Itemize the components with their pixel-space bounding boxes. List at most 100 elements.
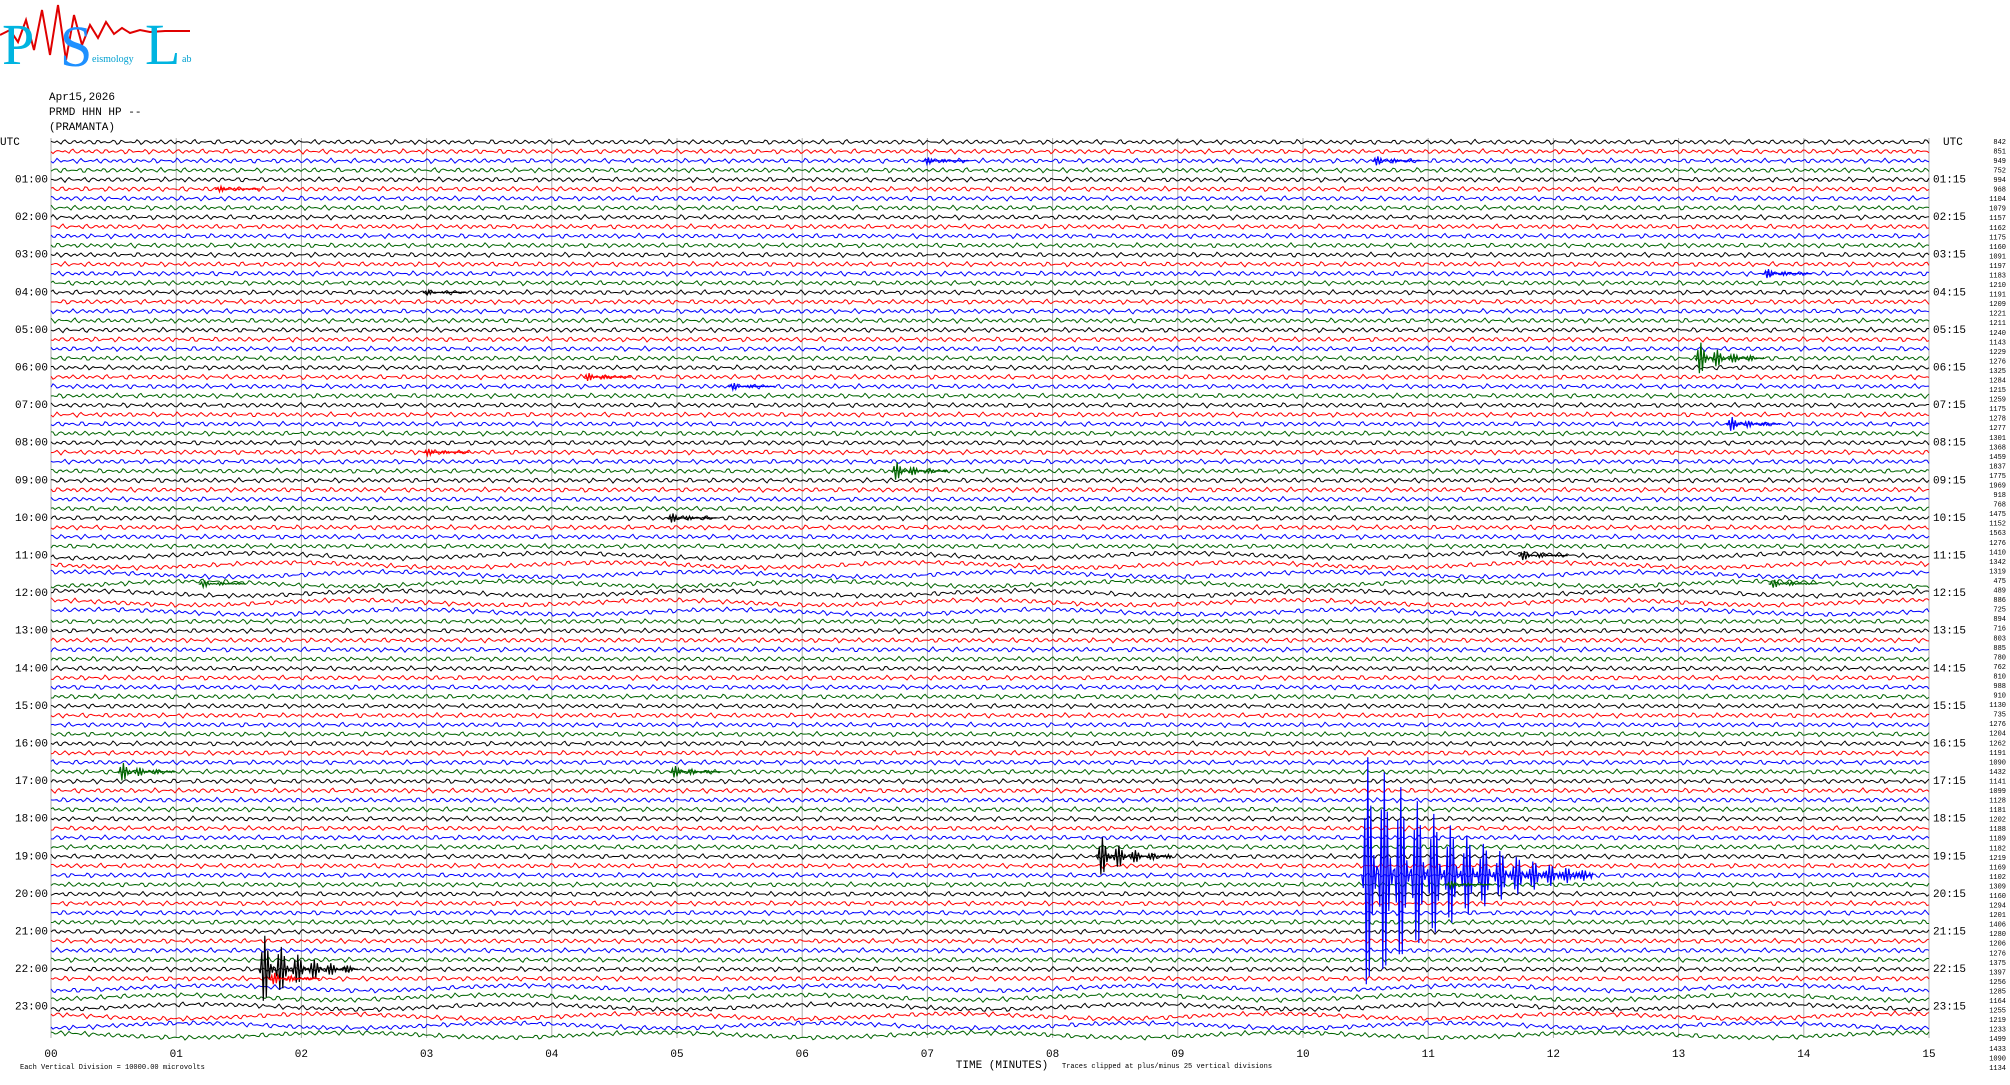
trace bbox=[50, 646, 1930, 654]
event bbox=[1445, 881, 1493, 891]
right-time: 17:15 bbox=[1933, 776, 1966, 788]
trace-value: 988 bbox=[1993, 683, 2006, 691]
trace bbox=[50, 550, 1930, 562]
trace bbox=[50, 251, 1930, 259]
trace-value: 1342 bbox=[1989, 559, 2006, 567]
trace-value: 1099 bbox=[1989, 788, 2006, 796]
x-tick-label: 08 bbox=[1046, 1049, 1059, 1061]
event bbox=[1518, 551, 1568, 561]
trace-value: 1276 bbox=[1989, 721, 2006, 729]
trace bbox=[50, 486, 1930, 494]
right-time: 05:15 bbox=[1933, 325, 1966, 337]
trace-value: 1410 bbox=[1989, 549, 2006, 557]
left-time: 03:00 bbox=[15, 250, 48, 262]
right-time: 09:15 bbox=[1933, 475, 1966, 487]
left-time: 21:00 bbox=[15, 927, 48, 939]
trace-value: 851 bbox=[1993, 148, 2006, 156]
left-time: 19:00 bbox=[15, 851, 48, 863]
trace bbox=[50, 364, 1930, 372]
left-time: 14:00 bbox=[15, 663, 48, 675]
left-time: 02:00 bbox=[15, 212, 48, 224]
trace bbox=[50, 587, 1930, 599]
event bbox=[1762, 269, 1813, 279]
event bbox=[1371, 156, 1422, 166]
trace-value: 1969 bbox=[1989, 483, 2006, 491]
clip-note: Traces clipped at plus/minus 25 vertical… bbox=[1062, 1063, 1272, 1071]
trace-value: 780 bbox=[1993, 654, 2006, 662]
logo-text: eismology bbox=[92, 54, 134, 65]
trace bbox=[50, 606, 1930, 618]
trace bbox=[50, 241, 1930, 249]
location: (PRAMANTA) bbox=[49, 122, 115, 134]
trace-value: 1209 bbox=[1989, 301, 2006, 309]
left-time: 16:00 bbox=[15, 739, 48, 751]
trace-value: 1433 bbox=[1989, 1046, 2006, 1054]
trace bbox=[50, 383, 1930, 390]
trace-value: 1215 bbox=[1989, 387, 2006, 395]
date: Apr15,2026 bbox=[49, 92, 115, 104]
trace-value: 968 bbox=[1993, 187, 2006, 195]
logo-letter: P bbox=[2, 12, 34, 77]
trace bbox=[50, 260, 1930, 268]
trace-value: 1191 bbox=[1989, 750, 2006, 758]
trace-value: 1229 bbox=[1989, 349, 2006, 357]
trace bbox=[50, 354, 1930, 362]
trace bbox=[50, 890, 1930, 898]
trace-value: 1325 bbox=[1989, 368, 2006, 376]
trace-value: 1284 bbox=[1989, 378, 2006, 386]
trace bbox=[50, 758, 1930, 766]
event bbox=[890, 462, 949, 480]
trace-value: 910 bbox=[1993, 693, 2006, 701]
trace bbox=[50, 185, 1930, 193]
trace-value: 752 bbox=[1993, 167, 2006, 175]
trace bbox=[50, 982, 1930, 994]
trace-value: 1368 bbox=[1989, 444, 2006, 452]
trace bbox=[50, 702, 1930, 710]
trace-value: 1276 bbox=[1989, 540, 2006, 548]
trace bbox=[50, 429, 1930, 437]
trace bbox=[50, 578, 1930, 590]
trace-value: 1091 bbox=[1989, 253, 2006, 261]
right-time: 08:15 bbox=[1933, 438, 1966, 450]
logo-letter: L bbox=[145, 12, 180, 77]
trace-value: 475 bbox=[1993, 578, 2006, 586]
trace bbox=[50, 871, 1930, 879]
trace bbox=[50, 768, 1930, 776]
right-time: 02:15 bbox=[1933, 212, 1966, 224]
trace-value: 1079 bbox=[1989, 206, 2006, 214]
trace-value: 1134 bbox=[1989, 1065, 2006, 1073]
trace bbox=[50, 824, 1930, 832]
trace-value: 1256 bbox=[1989, 979, 2006, 987]
trace-value: 1160 bbox=[1989, 893, 2006, 901]
trace bbox=[50, 693, 1930, 700]
trace bbox=[50, 232, 1930, 240]
right-time: 06:15 bbox=[1933, 363, 1966, 375]
trace bbox=[50, 852, 1930, 860]
trace-value: 1206 bbox=[1989, 941, 2006, 949]
right-time: 13:15 bbox=[1933, 626, 1966, 638]
trace-value: 725 bbox=[1993, 607, 2006, 615]
trace bbox=[50, 674, 1930, 682]
x-tick-label: 06 bbox=[796, 1049, 809, 1061]
trace bbox=[50, 1001, 1930, 1013]
right-time: 18:15 bbox=[1933, 814, 1966, 826]
trace-value: 1130 bbox=[1989, 702, 2006, 710]
trace bbox=[50, 617, 1930, 625]
trace bbox=[50, 270, 1930, 277]
trace bbox=[50, 881, 1930, 889]
trace-value: 1278 bbox=[1989, 416, 2006, 424]
trace bbox=[50, 505, 1930, 513]
right-time: 21:15 bbox=[1933, 927, 1966, 939]
trace bbox=[50, 476, 1930, 484]
trace-value: 1309 bbox=[1989, 883, 2006, 891]
x-tick-label: 02 bbox=[295, 1049, 308, 1061]
left-time: 18:00 bbox=[15, 814, 48, 826]
right-time: 11:15 bbox=[1933, 551, 1966, 563]
left-time: 10:00 bbox=[15, 513, 48, 525]
trace-value: 1102 bbox=[1989, 874, 2006, 882]
trace-value: 1475 bbox=[1989, 511, 2006, 519]
x-tick-label: 05 bbox=[670, 1049, 683, 1061]
left-time: 13:00 bbox=[15, 626, 48, 638]
trace bbox=[50, 204, 1930, 212]
